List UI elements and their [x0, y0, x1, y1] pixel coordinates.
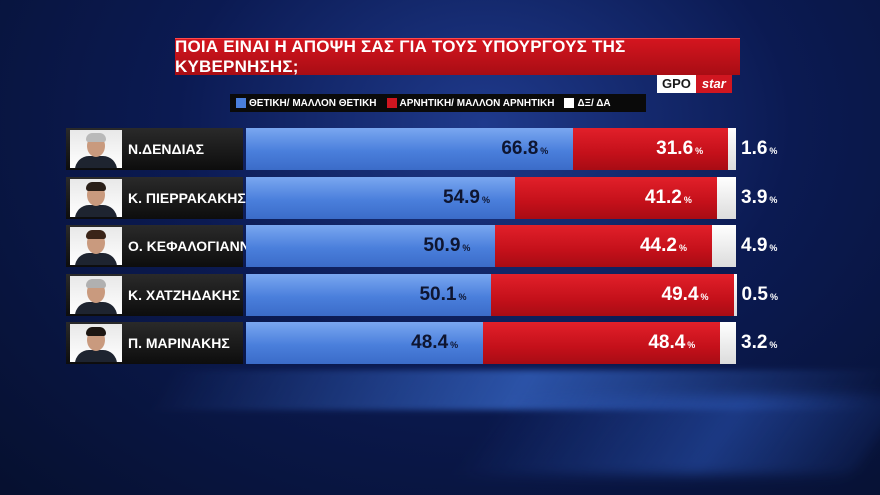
- category-label: Ν.ΔΕΝΔΙΑΣ: [128, 141, 204, 157]
- name-panel: Κ. ΧΑΤΖΗΔΑΚΗΣ: [66, 273, 243, 316]
- bar-negative: [483, 322, 721, 364]
- data-label-dk: 3.2%: [741, 332, 778, 353]
- bar-dk: [733, 273, 737, 316]
- data-label-positive: 48.4%: [411, 332, 459, 353]
- bar-negative: [515, 176, 717, 219]
- chart-row: Κ. ΠΙΕΡΡΑΚΑΚΗΣ 54.9% 41.2% 3.9%: [66, 176, 786, 219]
- chart-row: Κ. ΧΑΤΖΗΔΑΚΗΣ 50.1% 49.4% 0.5%: [66, 273, 786, 316]
- category-label: Ο. ΚΕΦΑΛΟΓΙΑΝΝΗ: [128, 238, 260, 254]
- bar-positive: [246, 225, 496, 267]
- bar-positive: [246, 273, 492, 316]
- data-label-positive: 66.8%: [501, 138, 549, 159]
- chart-legend: ΘΕΤΙΚΗ/ ΜΑΛΛΟΝ ΘΕΤΙΚΗ ΑΡΝΗΤΙΚΗ/ ΜΑΛΛΟΝ Α…: [230, 94, 646, 112]
- bar-dk: [720, 322, 736, 364]
- data-label-positive: 50.1%: [419, 283, 467, 305]
- brand-gpo: GPO: [657, 75, 696, 93]
- background-glow-lower: [451, 395, 880, 475]
- bar-positive: [246, 128, 574, 170]
- bar-positive: [246, 322, 484, 364]
- bar-positive: [246, 176, 515, 219]
- person-photo: [70, 227, 122, 265]
- bar-dk: [716, 176, 736, 219]
- person-photo: [70, 130, 122, 168]
- data-label-dk: 3.9%: [741, 186, 778, 208]
- chart-title: ΠΟΙΑ ΕΙΝΑΙ Η ΑΠΟΨΗ ΣΑΣ ΓΙΑ ΤΟΥΣ ΥΠΟΥΡΓΟΥ…: [175, 37, 740, 76]
- legend-label-dk: ΔΞ/ ΔΑ: [577, 97, 611, 109]
- name-panel: Π. ΜΑΡΙΝΑΚΗΣ: [66, 322, 243, 364]
- legend-swatch-positive: [236, 98, 246, 108]
- chart-row: Π. ΜΑΡΙΝΑΚΗΣ 48.4% 48.4% 3.2%: [66, 322, 786, 364]
- name-panel: Ο. ΚΕΦΑΛΟΓΙΑΝΝΗ: [66, 225, 260, 267]
- data-label-positive: 54.9%: [443, 186, 490, 208]
- legend-swatch-negative: [386, 98, 397, 108]
- legend-label-positive: ΘΕΤΙΚΗ/ ΜΑΛΛΟΝ ΘΕΤΙΚΗ: [249, 97, 377, 109]
- legend-label-negative: ΑΡΝΗΤΙΚΗ/ ΜΑΛΛΟΝ ΑΡΝΗΤΙΚΗ: [399, 97, 555, 109]
- person-photo: [70, 324, 122, 362]
- brand-logo: GPO star: [657, 75, 732, 93]
- data-label-negative: 49.4%: [661, 283, 709, 305]
- data-label-negative: 41.2%: [644, 186, 692, 208]
- data-label-dk: 1.6%: [741, 138, 778, 159]
- chart-row: Ο. ΚΕΦΑΛΟΓΙΑΝΝΗ 50.9% 44.2% 4.9%: [66, 225, 786, 267]
- bar-dk: [711, 225, 736, 267]
- person-photo: [70, 178, 122, 217]
- legend-item-positive: ΘΕΤΙΚΗ/ ΜΑΛΛΟΝ ΘΕΤΙΚΗ: [236, 98, 377, 109]
- data-label-positive: 50.9%: [423, 235, 471, 256]
- bar-negative: [495, 225, 712, 267]
- bar-negative: [573, 128, 729, 170]
- data-label-dk: 4.9%: [741, 235, 778, 256]
- data-label-negative: 31.6%: [656, 138, 704, 159]
- name-panel: Κ. ΠΙΕΡΡΑΚΑΚΗΣ: [66, 176, 246, 219]
- bar-dk: [728, 128, 736, 170]
- data-label-dk: 0.5%: [741, 283, 778, 305]
- legend-swatch-dk: [564, 98, 575, 108]
- brand-star: star: [695, 75, 732, 93]
- data-label-negative: 48.4%: [648, 332, 696, 353]
- bar-negative: [491, 273, 734, 316]
- name-panel: Ν.ΔΕΝΔΙΑΣ: [66, 128, 243, 170]
- legend-item-negative: ΑΡΝΗΤΙΚΗ/ ΜΑΛΛΟΝ ΑΡΝΗΤΙΚΗ: [386, 97, 555, 109]
- category-label: Κ. ΧΑΤΖΗΔΑΚΗΣ: [128, 286, 241, 303]
- category-label: Π. ΜΑΡΙΝΑΚΗΣ: [128, 335, 230, 351]
- data-label-negative: 44.2%: [639, 235, 687, 256]
- person-photo: [70, 275, 122, 314]
- category-label: Κ. ΠΙΕΡΡΑΚΑΚΗΣ: [128, 189, 246, 206]
- chart-row: Ν.ΔΕΝΔΙΑΣ 66.8% 31.6% 1.6%: [66, 128, 786, 170]
- legend-item-dk: ΔΞ/ ΔΑ: [564, 97, 611, 109]
